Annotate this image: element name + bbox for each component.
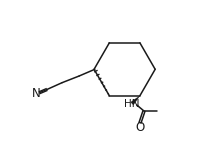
Text: O: O [135, 121, 145, 134]
Text: HN: HN [124, 98, 140, 109]
Polygon shape [131, 96, 140, 105]
Text: N: N [32, 87, 41, 100]
